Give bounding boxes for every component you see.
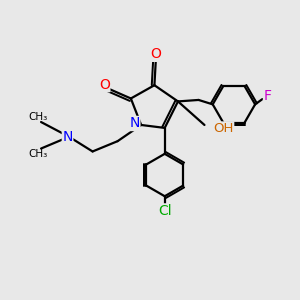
Text: OH: OH <box>213 122 234 135</box>
Text: CH₃: CH₃ <box>28 149 48 159</box>
Text: CH₃: CH₃ <box>28 112 48 122</box>
Text: O: O <box>151 47 161 61</box>
Text: Cl: Cl <box>158 204 172 218</box>
Text: N: N <box>62 130 73 144</box>
Text: N: N <box>130 116 140 130</box>
Text: F: F <box>263 89 272 103</box>
Text: O: O <box>99 78 110 92</box>
